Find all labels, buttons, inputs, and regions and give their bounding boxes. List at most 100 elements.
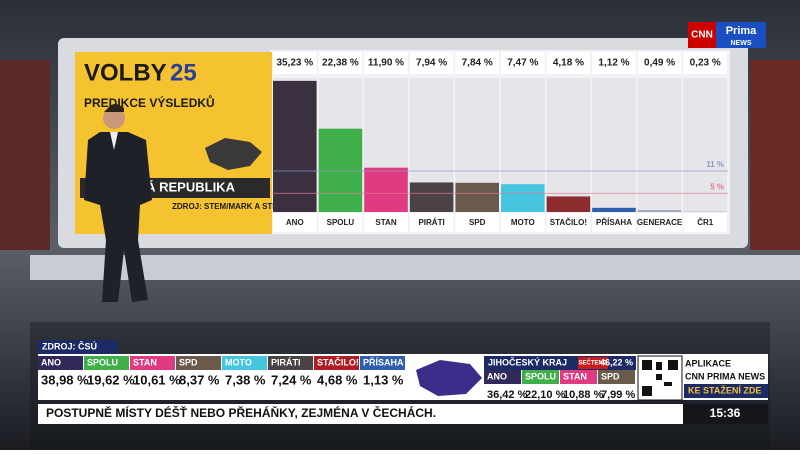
x-tick-label: STAČILO!: [550, 218, 587, 227]
value-label: 7,84 %: [462, 58, 493, 69]
strip-region: JIHOČESKÝ KRAJ: [488, 356, 567, 367]
value-label-box: [409, 52, 454, 74]
bar: [273, 80, 317, 212]
strip-value: 36,42 %: [487, 389, 528, 401]
bar: [409, 182, 454, 212]
category-label-box: [409, 213, 454, 232]
value-label-box: [501, 52, 545, 74]
x-tick-label: SPOLU: [327, 218, 355, 227]
panel-year: 25: [170, 59, 197, 86]
studio-wall: [0, 60, 50, 250]
x-tick-label: GENERACE: [637, 218, 683, 227]
strip-value: 10,61 %: [133, 372, 181, 387]
clock-box: [683, 404, 768, 424]
strip-name-box: [484, 370, 521, 384]
column-background: [592, 78, 636, 212]
reference-label: 11 %: [706, 160, 724, 169]
strip-value: 19,62 %: [87, 372, 135, 387]
value-label-box: [546, 52, 591, 74]
counted-box: [578, 357, 608, 369]
category-label-box: [273, 213, 317, 232]
strip-name: MOTO: [225, 357, 252, 367]
logo-cnn: CNN: [691, 30, 713, 41]
strip-value: 1,13 %: [363, 372, 404, 387]
value-label: 7,47 %: [507, 58, 538, 69]
strip-source: ZDROJ: ČSÚ: [42, 340, 97, 351]
value-label-box: [364, 52, 408, 74]
strip-name-box: [598, 370, 635, 384]
strip-name: STAN: [133, 357, 157, 367]
studio-wall: [750, 60, 800, 250]
qr-pattern: [642, 360, 678, 396]
presenter: [84, 104, 152, 302]
strip-value: 10,88 %: [563, 389, 604, 401]
strip-name-box: [84, 356, 129, 370]
strip-value: 22,10 %: [525, 389, 566, 401]
strip-name-box: [268, 356, 313, 370]
app-line: APLIKACE: [685, 358, 731, 368]
value-label: 1,12 %: [598, 58, 629, 69]
value-label: 0,23 %: [690, 58, 721, 69]
strip-name: STAČILO!: [317, 356, 359, 367]
counted-value: 46,22 %: [600, 357, 633, 367]
category-label-box: [683, 213, 727, 232]
strip-name: SPOLU: [87, 357, 118, 367]
column-background: [683, 78, 727, 212]
category-label-box: [592, 213, 636, 232]
category-label-box: [637, 213, 682, 232]
reference-label: 5 %: [710, 182, 724, 191]
counted-label: SEČTENO: [578, 360, 607, 367]
x-tick-label: SPD: [469, 218, 486, 227]
strip-name-box: [522, 370, 559, 384]
logo-prima: Prima: [726, 25, 757, 37]
value-label-box: [318, 52, 363, 74]
value-label-box: [273, 52, 317, 74]
strip-map: [416, 360, 482, 396]
strip-name-box: [560, 370, 597, 384]
x-tick-label: ANO: [286, 218, 304, 227]
value-label: 11,90 %: [368, 58, 404, 69]
value-label-box: [683, 52, 727, 74]
app-link[interactable]: KE STAŽENÍ ZDE: [688, 384, 761, 395]
strip-name: ANO: [41, 357, 61, 367]
ticker-bar: [38, 404, 683, 424]
strip-name: PIRÁTI: [271, 357, 301, 367]
ticker-text: POSTUPNĚ MÍSTY DÉŠŤ NEBO PŘEHÁŇKY, ZEJMÉ…: [46, 405, 436, 420]
strip-value: 7,24 %: [271, 372, 312, 387]
strip-name: PŘÍSAHA: [363, 356, 404, 367]
panel-title: VOLBY: [84, 59, 167, 86]
strip-name-box: [222, 356, 267, 370]
strip-value: 7,38 %: [225, 372, 266, 387]
bar: [501, 184, 545, 212]
value-label: 35,23 %: [276, 58, 313, 69]
app-link-box: [684, 384, 768, 398]
value-label: 0,49 %: [644, 58, 675, 69]
strip-source-box: [38, 340, 118, 354]
panel-subtitle: PREDIKCE VÝSLEDKŮ: [84, 94, 215, 110]
column-background: [637, 78, 682, 212]
x-tick-label: STAN: [375, 218, 396, 227]
value-label: 22,38 %: [322, 58, 359, 69]
panel-source: ZDROJ: STEM/MARK A STEM: [172, 202, 285, 211]
strip-value: 8,37 %: [179, 372, 220, 387]
strip-name: SPD: [179, 357, 198, 367]
strip-name: STAN: [563, 371, 587, 381]
value-label-box: [592, 52, 636, 74]
bar: [455, 182, 499, 212]
column-background: [546, 78, 591, 212]
category-label-box: [318, 213, 363, 232]
category-label-box: [501, 213, 545, 232]
strip-value: 38,98 %: [41, 372, 89, 387]
category-label-box: [546, 213, 591, 232]
bar: [318, 128, 363, 212]
bar: [364, 167, 408, 212]
value-label-box: [637, 52, 682, 74]
strip-name: ANO: [487, 371, 507, 381]
clock: 15:36: [710, 406, 741, 420]
logo: CNN Prima NEWS: [688, 22, 766, 48]
category-label-box: [364, 213, 408, 232]
bar: [546, 196, 591, 212]
x-tick-label: PIRÁTI: [418, 218, 444, 227]
strip-name-box: [314, 356, 359, 370]
